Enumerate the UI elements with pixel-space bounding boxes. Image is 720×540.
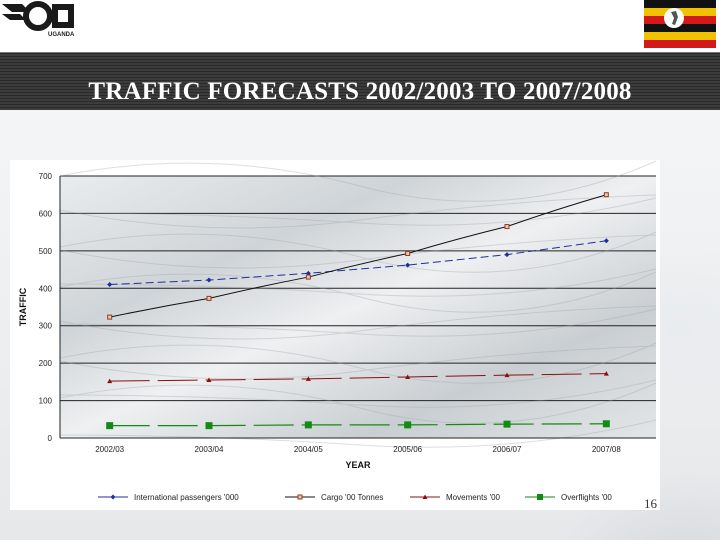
logo-text: UGANDA: [48, 32, 75, 38]
series-line: [109, 423, 607, 427]
legend-box: [90, 487, 630, 505]
series-line: [109, 194, 607, 318]
legend-label: Cargo '00 Tonnes: [321, 493, 383, 502]
caa-logo: UGANDA: [2, 1, 75, 38]
x-axis-label: YEAR: [345, 460, 371, 470]
legend-label: International passengers '000: [134, 493, 239, 502]
data-point: [602, 420, 610, 428]
data-point: [305, 274, 311, 280]
uganda-flag: [644, 0, 716, 48]
legend-marker: [297, 494, 303, 500]
page-number: 16: [644, 496, 657, 511]
chart-container: 0 100 200 300 400 500 600 700 2002/03 2003/04 2004…: [10, 160, 660, 510]
data-point: [504, 224, 510, 230]
page-title: TRAFFIC FORECASTS 2002/2003 TO 2007/2008: [88, 78, 632, 105]
legend-marker: [422, 494, 428, 499]
x-tick-label: 2007/08: [592, 445, 621, 454]
data-point: [405, 262, 411, 268]
y-tick-label: 400: [39, 284, 53, 293]
data-point: [305, 376, 311, 381]
data-point: [304, 421, 312, 429]
x-tick-label: 2005/06: [393, 445, 422, 454]
y-tick-label: 100: [39, 397, 53, 406]
data-point: [603, 238, 609, 244]
data-point: [206, 295, 212, 301]
x-tick-label: 2004/05: [294, 445, 323, 454]
data-point: [206, 377, 212, 382]
y-tick-label: 0: [48, 434, 53, 443]
legend-label: Overflights '00: [561, 493, 612, 502]
traffic-chart: 0 100 200 300 400 500 600 700 2002/03 2003/04 2004…: [18, 160, 657, 505]
data-point: [107, 378, 113, 384]
y-tick-label: 600: [39, 209, 53, 218]
data-point: [405, 374, 411, 379]
data-point: [107, 314, 113, 320]
data-point: [503, 420, 511, 428]
data-point: [205, 422, 213, 430]
legend-marker: [537, 494, 543, 500]
data-point: [404, 421, 412, 429]
data-point: [405, 250, 411, 256]
x-tick-label: 2002/03: [95, 445, 124, 454]
data-point: [603, 192, 609, 198]
data-point: [107, 282, 113, 288]
data-point: [504, 252, 510, 258]
data-point: [504, 372, 510, 378]
legend-label: Movements '00: [446, 493, 501, 502]
legend-marker: [110, 494, 116, 500]
data-point: [106, 422, 114, 430]
data-point: [603, 371, 609, 376]
series-line: [109, 373, 607, 382]
x-tick-label: 2006/07: [493, 445, 522, 454]
y-tick-label: 200: [39, 359, 53, 368]
top-bar: UGANDA: [0, 0, 720, 52]
x-tick-label: 2003/04: [195, 445, 224, 454]
y-axis-label: TRAFFIC: [18, 287, 28, 326]
y-tick-label: 300: [39, 322, 53, 331]
title-band: [0, 52, 720, 112]
y-tick-label: 500: [39, 247, 53, 256]
series-line: [109, 240, 607, 286]
data-point: [206, 277, 212, 283]
y-tick-label: 700: [39, 172, 53, 181]
